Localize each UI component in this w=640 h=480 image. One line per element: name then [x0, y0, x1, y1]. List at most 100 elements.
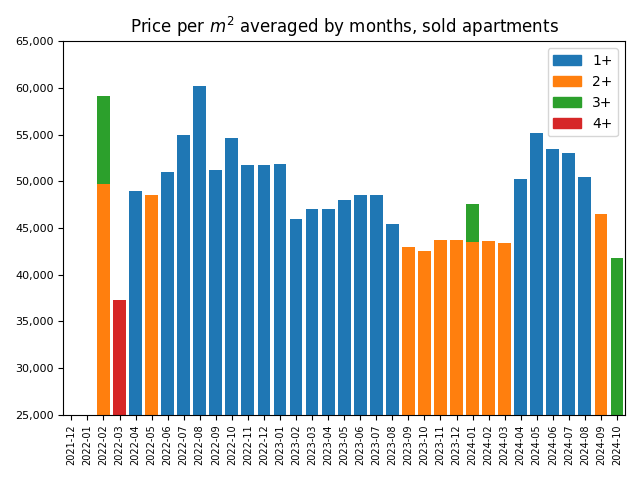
Bar: [161, 195, 174, 415]
Title: Price per $m^2$ averaged by months, sold apartments: Price per $m^2$ averaged by months, sold…: [130, 15, 559, 39]
Bar: [290, 223, 303, 415]
Bar: [241, 276, 254, 415]
Bar: [290, 219, 303, 415]
Bar: [145, 276, 158, 415]
Bar: [370, 195, 383, 415]
Bar: [466, 242, 479, 415]
Bar: [338, 300, 351, 415]
Bar: [257, 166, 270, 415]
Bar: [273, 275, 287, 415]
Bar: [402, 247, 415, 415]
Bar: [450, 240, 463, 415]
Bar: [177, 206, 190, 415]
Bar: [611, 258, 623, 415]
Bar: [209, 214, 222, 415]
Bar: [193, 86, 206, 415]
Bar: [386, 224, 399, 415]
Bar: [241, 355, 254, 415]
Bar: [273, 308, 287, 415]
Bar: [563, 154, 575, 415]
Bar: [241, 252, 254, 415]
Bar: [177, 135, 190, 415]
Bar: [418, 296, 431, 415]
Bar: [515, 298, 527, 415]
Bar: [177, 275, 190, 415]
Bar: [177, 200, 190, 415]
Bar: [547, 292, 559, 415]
Bar: [498, 350, 511, 415]
Bar: [515, 292, 527, 415]
Bar: [482, 241, 495, 415]
Bar: [290, 284, 303, 415]
Bar: [161, 172, 174, 415]
Bar: [225, 138, 238, 415]
Bar: [531, 133, 543, 415]
Bar: [257, 223, 270, 415]
Bar: [531, 299, 543, 415]
Bar: [482, 350, 495, 415]
Bar: [434, 240, 447, 415]
Bar: [579, 302, 591, 415]
Bar: [386, 307, 399, 415]
Bar: [354, 348, 367, 415]
Bar: [563, 301, 575, 415]
Bar: [563, 293, 575, 415]
Bar: [531, 133, 543, 415]
Bar: [338, 223, 351, 415]
Bar: [225, 217, 238, 415]
Bar: [306, 209, 319, 415]
Bar: [579, 177, 591, 415]
Bar: [273, 223, 287, 415]
Bar: [595, 341, 607, 415]
Bar: [450, 257, 463, 415]
Bar: [579, 177, 591, 415]
Bar: [338, 349, 351, 415]
Bar: [531, 204, 543, 415]
Bar: [418, 289, 431, 415]
Bar: [225, 217, 238, 415]
Bar: [257, 355, 270, 415]
Bar: [547, 149, 559, 415]
Bar: [209, 170, 222, 415]
Bar: [322, 250, 335, 415]
Bar: [515, 179, 527, 415]
Bar: [547, 149, 559, 415]
Bar: [161, 195, 174, 415]
Bar: [193, 219, 206, 415]
Bar: [434, 379, 447, 415]
Bar: [193, 86, 206, 415]
Bar: [338, 200, 351, 415]
Bar: [322, 348, 335, 415]
Bar: [354, 195, 367, 415]
Bar: [306, 349, 319, 415]
Bar: [306, 237, 319, 415]
Bar: [370, 306, 383, 415]
Bar: [257, 276, 270, 415]
Bar: [354, 318, 367, 415]
Bar: [241, 166, 254, 415]
Legend: 1+, 2+, 3+, 4+: 1+, 2+, 3+, 4+: [548, 48, 618, 136]
Bar: [113, 300, 126, 415]
Bar: [595, 301, 607, 415]
Bar: [547, 300, 559, 415]
Bar: [209, 212, 222, 415]
Bar: [145, 204, 158, 415]
Bar: [145, 195, 158, 415]
Bar: [97, 184, 110, 415]
Bar: [386, 270, 399, 415]
Bar: [434, 269, 447, 415]
Bar: [290, 319, 303, 415]
Bar: [579, 301, 591, 415]
Bar: [498, 288, 511, 415]
Bar: [466, 204, 479, 415]
Bar: [306, 295, 319, 415]
Bar: [322, 298, 335, 415]
Bar: [482, 247, 495, 415]
Bar: [418, 252, 431, 415]
Bar: [129, 222, 142, 415]
Bar: [209, 241, 222, 415]
Bar: [563, 214, 575, 415]
Bar: [354, 228, 367, 415]
Bar: [370, 265, 383, 415]
Bar: [322, 209, 335, 415]
